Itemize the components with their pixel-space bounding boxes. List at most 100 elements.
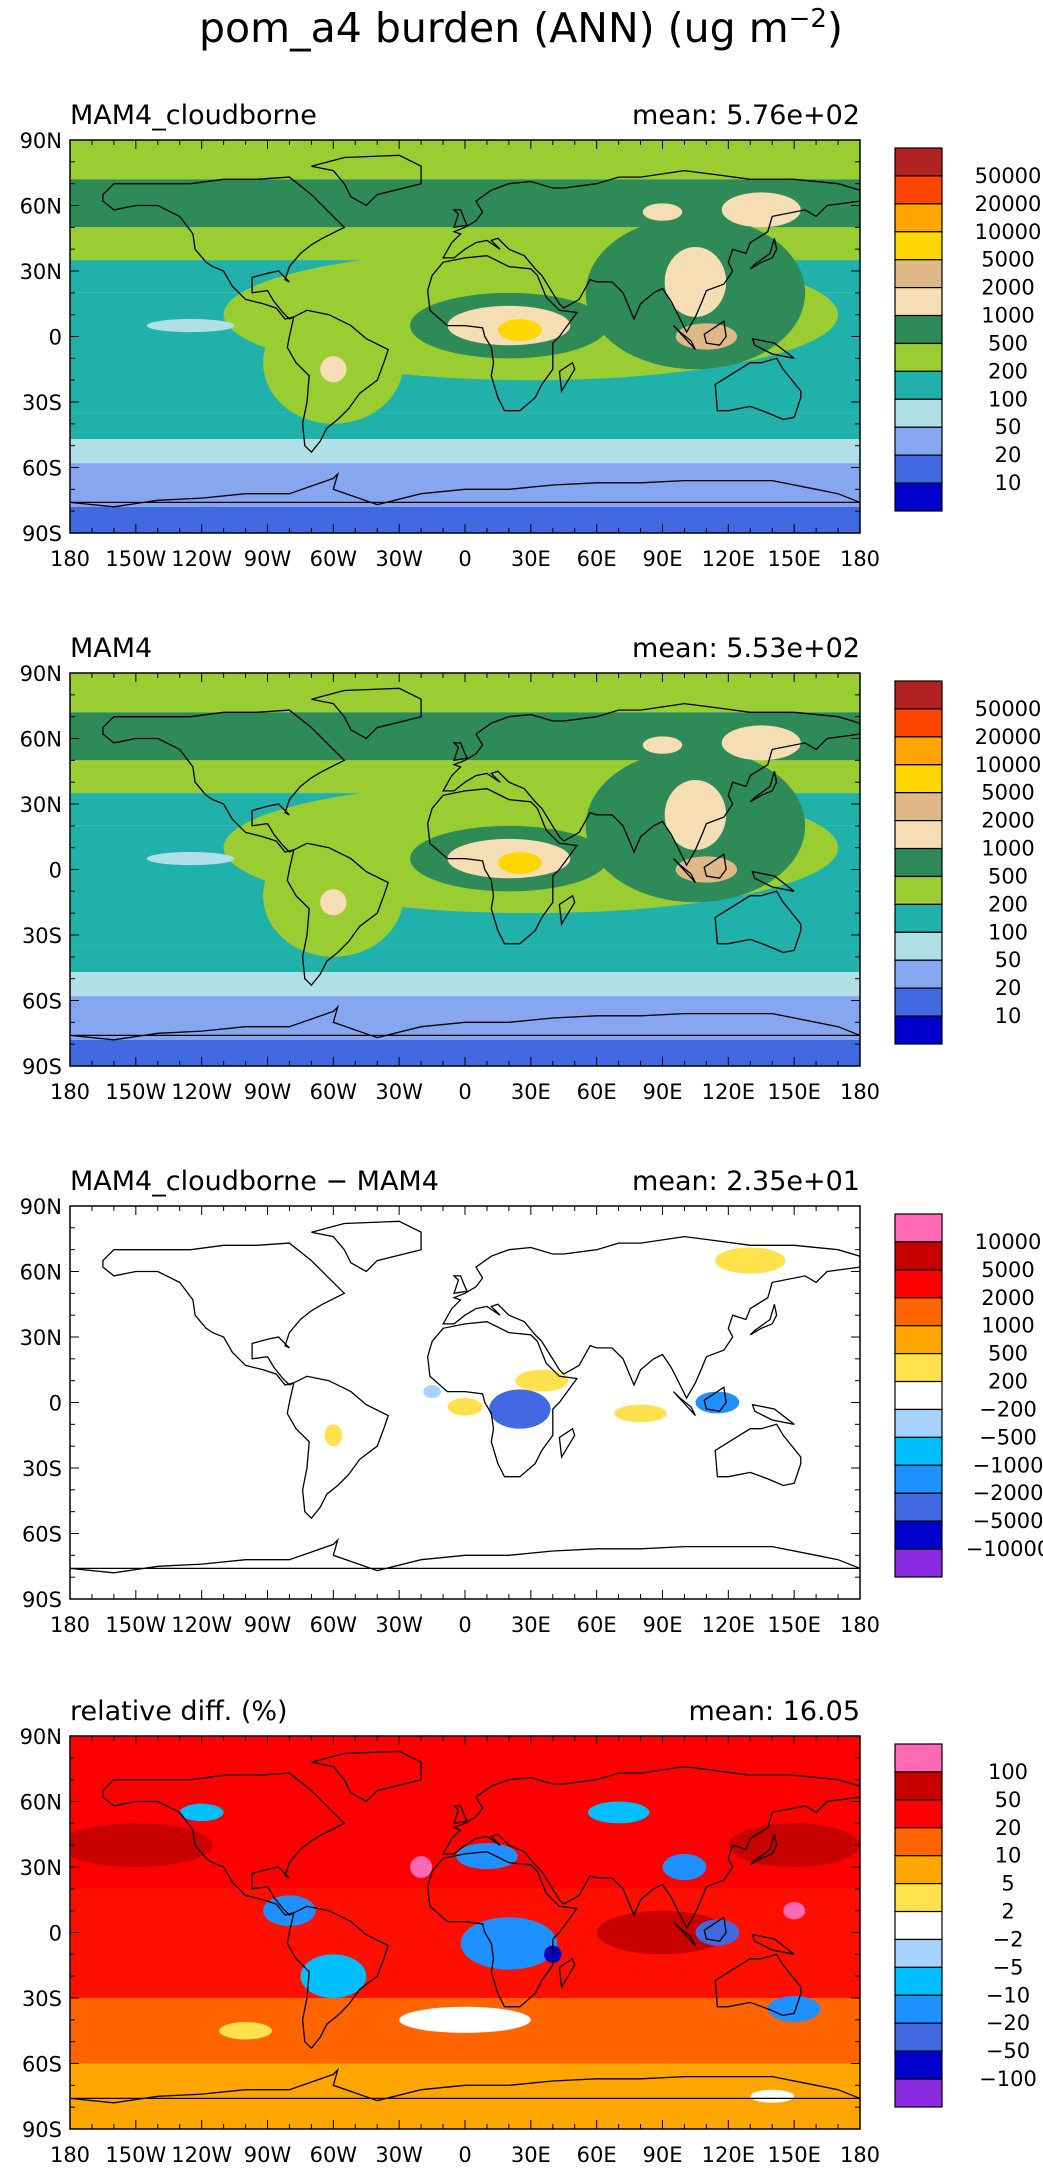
panel-title: relative diff. (%) <box>70 1696 288 1727</box>
lon-tick-label: 0 <box>458 2143 471 2167</box>
lat-tick-label: 0 <box>49 1392 62 1416</box>
coastline <box>714 1423 802 1487</box>
colorbar-label: −500 <box>979 1425 1037 1449</box>
coastline <box>558 894 576 927</box>
colorbar-box <box>894 1827 943 1857</box>
lat-tick-label: 60N <box>20 728 62 752</box>
colorbar-label: −50 <box>986 2039 1030 2063</box>
colorbar-box <box>894 1241 943 1271</box>
colorbar-box <box>894 398 943 428</box>
colorbar-box <box>894 764 943 794</box>
lon-tick-label: 60W <box>310 1613 358 1637</box>
coastline <box>70 471 860 508</box>
coastline <box>427 1851 579 2008</box>
colorbar-box <box>894 203 943 233</box>
coastline <box>714 357 802 421</box>
colorbar-box <box>894 1353 943 1383</box>
lon-tick-label: 120E <box>702 1080 755 1104</box>
colorbar-box <box>894 708 943 738</box>
panel-title: MAM4_cloudborne <box>70 100 317 131</box>
field-blob <box>750 2089 795 2103</box>
field-blob <box>664 779 727 850</box>
colorbar-label: −2000 <box>972 1481 1043 1505</box>
map-panel-4: 180 150W 120W 90W 60W 30W 0 30E 60E 90E 120E 150E 18… <box>20 1696 1037 2167</box>
field-blob <box>320 889 347 916</box>
colorbar-label: 500 <box>988 864 1028 888</box>
colorbar-box <box>894 1015 943 1045</box>
colorbar-box <box>894 792 943 822</box>
coastline <box>558 361 576 394</box>
coastline <box>673 1921 696 1947</box>
colorbar-label: −200 <box>979 1397 1037 1421</box>
lon-tick-label: 150E <box>767 1080 820 1104</box>
colorbar-label: 50 <box>995 415 1022 439</box>
lon-tick-label: 180 <box>50 1080 90 1104</box>
lat-tick-label: 30N <box>20 1856 62 1880</box>
map-field <box>70 673 860 1066</box>
colorbar-label: 10000 <box>975 753 1042 777</box>
lon-tick-label: 180 <box>840 1080 880 1104</box>
coastline <box>70 1537 860 1574</box>
colorbar-label: 100 <box>988 1760 1028 1784</box>
coastline <box>441 169 860 334</box>
lon-tick-label: 120W <box>171 547 232 571</box>
lon-tick-label: 30W <box>375 2143 423 2167</box>
lon-tick-label: 90E <box>643 2143 683 2167</box>
coastline <box>70 2067 860 2104</box>
coastline <box>703 320 727 346</box>
field-blob <box>767 1995 821 2023</box>
coastline <box>673 858 696 884</box>
coastline <box>703 1386 727 1412</box>
coastline <box>427 1321 579 1478</box>
lat-tick-label: 90S <box>22 2118 62 2142</box>
lon-tick-label: 60E <box>577 1080 617 1104</box>
colorbar-label: −1000 <box>972 1453 1043 1477</box>
lat-tick-label: 90N <box>20 1195 62 1219</box>
field-blob <box>662 1853 707 1881</box>
field-blob <box>614 1404 667 1423</box>
map-field <box>70 140 860 533</box>
field-blob <box>456 1842 518 1870</box>
colorbar-box <box>894 847 943 878</box>
colorbar-label: 10 <box>995 471 1022 495</box>
colorbar-box <box>894 1520 943 1550</box>
lat-tick-label: 90N <box>20 1725 62 1749</box>
colorbar-box <box>894 231 943 261</box>
panels: 180 150W 120W 90W 60W 30W 0 30E 60E 90E 120E 150E 18… <box>20 100 1043 2167</box>
colorbar-box <box>894 1799 943 1829</box>
colorbar-label: 2000 <box>981 1286 1034 1310</box>
colorbar-label: −100 <box>979 2067 1037 2091</box>
coastline <box>703 1916 727 1942</box>
coastline <box>751 337 795 359</box>
lon-tick-label: 180 <box>50 2143 90 2167</box>
lon-tick-label: 150W <box>105 1080 166 1104</box>
field-band <box>70 1823 213 1867</box>
colorbar-box <box>894 1910 943 1941</box>
lat-tick-label: 30S <box>22 1457 62 1481</box>
coastline <box>102 1242 346 1386</box>
lon-tick-label: 30E <box>511 2143 551 2167</box>
lat-tick-label: 60S <box>22 457 62 481</box>
colorbar-label: 50 <box>995 948 1022 972</box>
map-field <box>70 1206 860 1599</box>
panel-title: MAM4 <box>70 633 152 664</box>
lon-tick-label: 150W <box>105 547 166 571</box>
lat-tick-label: 60S <box>22 990 62 1014</box>
colorbar-label: 10 <box>995 1844 1022 1868</box>
field-blob <box>721 725 801 761</box>
colorbar-label: 5000 <box>981 248 1034 272</box>
colorbar-label: 200 <box>988 359 1028 383</box>
colorbar-box <box>894 342 943 372</box>
field-blob <box>447 1398 483 1416</box>
field-band <box>70 412 860 440</box>
coastline <box>286 1375 389 1520</box>
lat-tick-label: 90N <box>20 129 62 153</box>
panel-mean: mean: 5.53e+02 <box>632 633 860 664</box>
coastline <box>751 1933 795 1955</box>
lon-tick-label: 60E <box>577 2143 617 2167</box>
colorbar-box <box>894 1436 943 1466</box>
lat-tick-label: 30S <box>22 1987 62 2011</box>
field-blob <box>423 1385 441 1399</box>
field-blob <box>320 356 347 383</box>
field-blob <box>642 736 683 754</box>
